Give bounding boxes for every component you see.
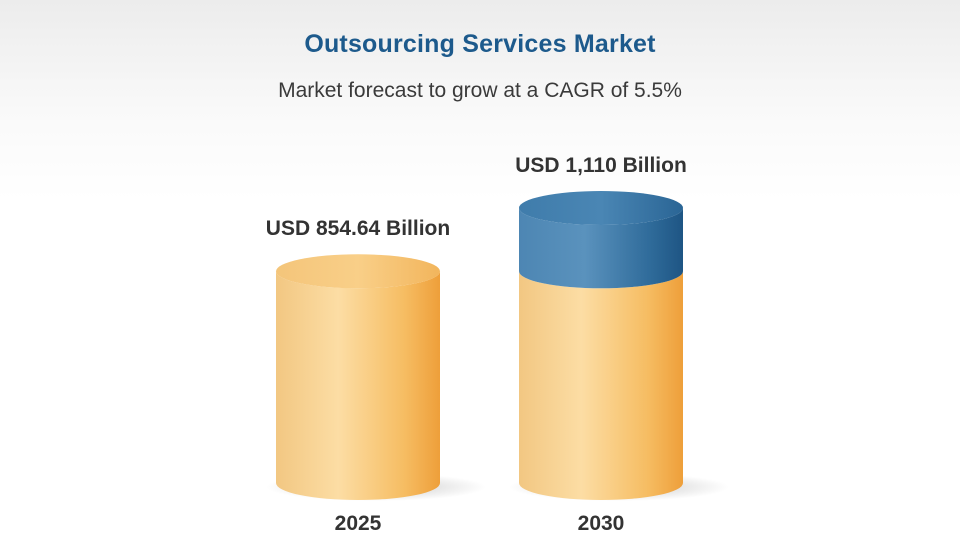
chart-title: Outsourcing Services Market	[304, 30, 656, 58]
bar-2030-growth-segment	[519, 208, 683, 289]
bar-top-2025	[276, 254, 440, 289]
category-label-2030: 2030	[578, 512, 625, 535]
chart-subtitle: Market forecast to grow at a CAGR of 5.5…	[278, 79, 682, 102]
bar-2030-base-segment	[519, 271, 683, 500]
category-label-2025: 2025	[335, 512, 382, 535]
value-label-2025: USD 854.64 Billion	[266, 217, 450, 240]
bar-2025	[276, 271, 440, 500]
bar-top-2030	[519, 191, 683, 225]
value-label-2030: USD 1,110 Billion	[515, 154, 687, 177]
